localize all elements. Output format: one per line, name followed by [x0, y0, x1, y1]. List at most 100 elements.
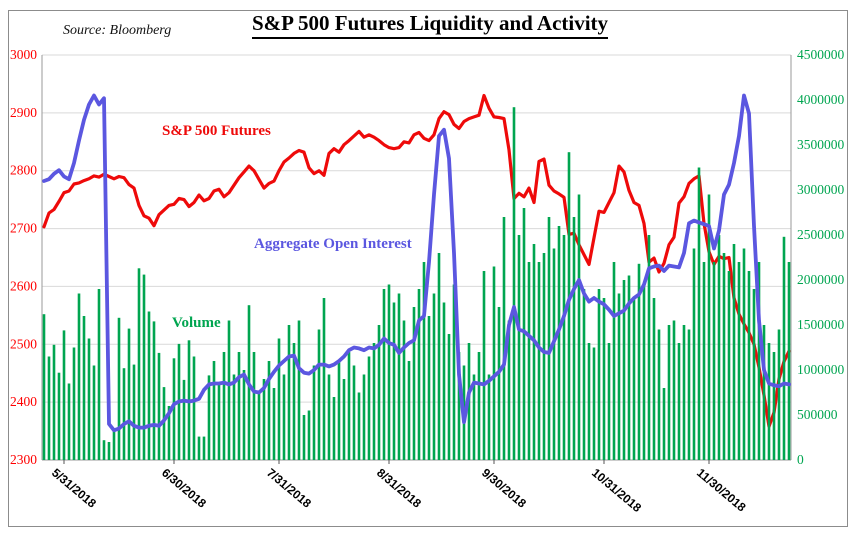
- volume-bar: [582, 289, 586, 460]
- source-note: Source: Bloomberg: [63, 23, 172, 38]
- volume-bar: [787, 262, 791, 460]
- aggregate-open-interest-line: [42, 93, 791, 433]
- volume-bar: [597, 289, 601, 460]
- volume-bar: [502, 217, 506, 460]
- volume-bar: [167, 406, 171, 460]
- volume-bar: [272, 388, 276, 460]
- volume-bar: [397, 293, 401, 460]
- volume-bar: [772, 352, 776, 460]
- volume-bar: [217, 383, 221, 460]
- volume-bar: [192, 356, 196, 460]
- x-axis-tick-label: 6/30/2018: [159, 466, 209, 511]
- volume-bar: [727, 271, 731, 460]
- volume-bar: [682, 325, 686, 460]
- volume-bar: [547, 217, 551, 460]
- right-axis-tick-label: 1500000: [797, 317, 845, 332]
- volume-bar: [592, 347, 596, 460]
- left-axis-tick-label: 2400: [10, 394, 37, 409]
- x-axis-tick-label: 11/30/2018: [694, 466, 749, 515]
- volume-bar: [47, 356, 51, 460]
- volume-bar: [182, 379, 186, 460]
- volume-bar: [757, 262, 761, 460]
- volume-bar: [627, 275, 631, 460]
- volume-bar: [342, 379, 346, 460]
- volume-bar: [287, 325, 291, 460]
- volume-bar: [657, 329, 661, 460]
- volume-bar: [632, 298, 636, 460]
- volume-bar: [622, 280, 626, 460]
- volume-bar: [82, 316, 86, 460]
- volume-bar: [347, 352, 351, 460]
- volume-bar: [672, 320, 676, 460]
- x-axis-tick-label: 10/31/2018: [589, 466, 644, 516]
- volume-bar: [722, 253, 726, 460]
- volume-bar: [292, 343, 296, 460]
- volume-bar: [432, 293, 436, 460]
- volume-bar: [557, 226, 561, 460]
- right-axis-tick-label: 4500000: [797, 47, 845, 62]
- volume-bar: [482, 271, 486, 460]
- volume-bar: [612, 262, 616, 460]
- x-axis-tick-label: 8/31/2018: [374, 466, 424, 511]
- volume-bar: [497, 307, 501, 460]
- right-axis-tick-label: 500000: [797, 407, 838, 422]
- volume-bar: [552, 248, 556, 460]
- volume-bar: [312, 365, 316, 460]
- volume-bar: [767, 343, 771, 460]
- right-axis-tick-label: 3500000: [797, 137, 845, 152]
- volume-bar: [127, 328, 131, 460]
- legend-sp500-futures: S&P 500 Futures: [162, 123, 271, 139]
- volume-bar: [677, 343, 681, 460]
- volume-bar: [107, 442, 111, 460]
- right-axis-tick-label: 3000000: [797, 182, 845, 197]
- volume-bar: [532, 244, 536, 460]
- volume-bar: [357, 392, 361, 460]
- volume-bar: [97, 289, 101, 460]
- volume-bar: [242, 370, 246, 460]
- volume-bar: [642, 284, 646, 460]
- volume-bar: [477, 352, 481, 460]
- volume-bar: [152, 321, 156, 460]
- volume-bar: [752, 289, 756, 460]
- volume-bar: [157, 352, 161, 460]
- volume-bar: [352, 365, 356, 460]
- volume-bar: [327, 374, 331, 460]
- volume-bar: [412, 307, 416, 460]
- volume-bar: [382, 289, 386, 460]
- volume-bar: [162, 387, 166, 460]
- volume-bar: [62, 330, 66, 460]
- volume-bar: [392, 302, 396, 460]
- volume-bar: [232, 374, 236, 460]
- volume-bar: [262, 379, 266, 460]
- volume-bar: [717, 235, 721, 460]
- volume-bar: [112, 428, 116, 460]
- volume-bar: [692, 248, 696, 460]
- volume-bar: [147, 311, 151, 460]
- right-axis-tick-label: 4000000: [797, 92, 845, 107]
- volume-bar: [427, 316, 431, 460]
- volume-bar: [337, 361, 341, 460]
- volume-bar: [92, 365, 96, 460]
- volume-bar: [527, 262, 531, 460]
- volume-bar: [562, 235, 566, 460]
- volume-bar: [437, 253, 441, 460]
- volume-bar: [647, 235, 651, 460]
- left-axis-tick-label: 2800: [10, 163, 37, 178]
- left-axis-tick-label: 2600: [10, 278, 37, 293]
- volume-bar: [252, 352, 256, 460]
- volume-bar: [322, 298, 326, 460]
- left-axis-tick-label: 2900: [10, 105, 37, 120]
- volume-bar: [742, 248, 746, 460]
- volume-bar: [222, 352, 226, 460]
- volume-bar: [537, 262, 541, 460]
- volume-bar: [42, 314, 46, 460]
- volume-bar: [142, 274, 146, 460]
- figure-border: [8, 10, 848, 527]
- x-axis-tick-label: 7/31/2018: [264, 466, 314, 511]
- volume-bar: [282, 374, 286, 460]
- volume-bar: [277, 338, 281, 460]
- volume-bar: [662, 388, 666, 460]
- volume-bar: [72, 347, 76, 460]
- volume-bar: [237, 352, 241, 460]
- legend-volume: Volume: [172, 315, 221, 331]
